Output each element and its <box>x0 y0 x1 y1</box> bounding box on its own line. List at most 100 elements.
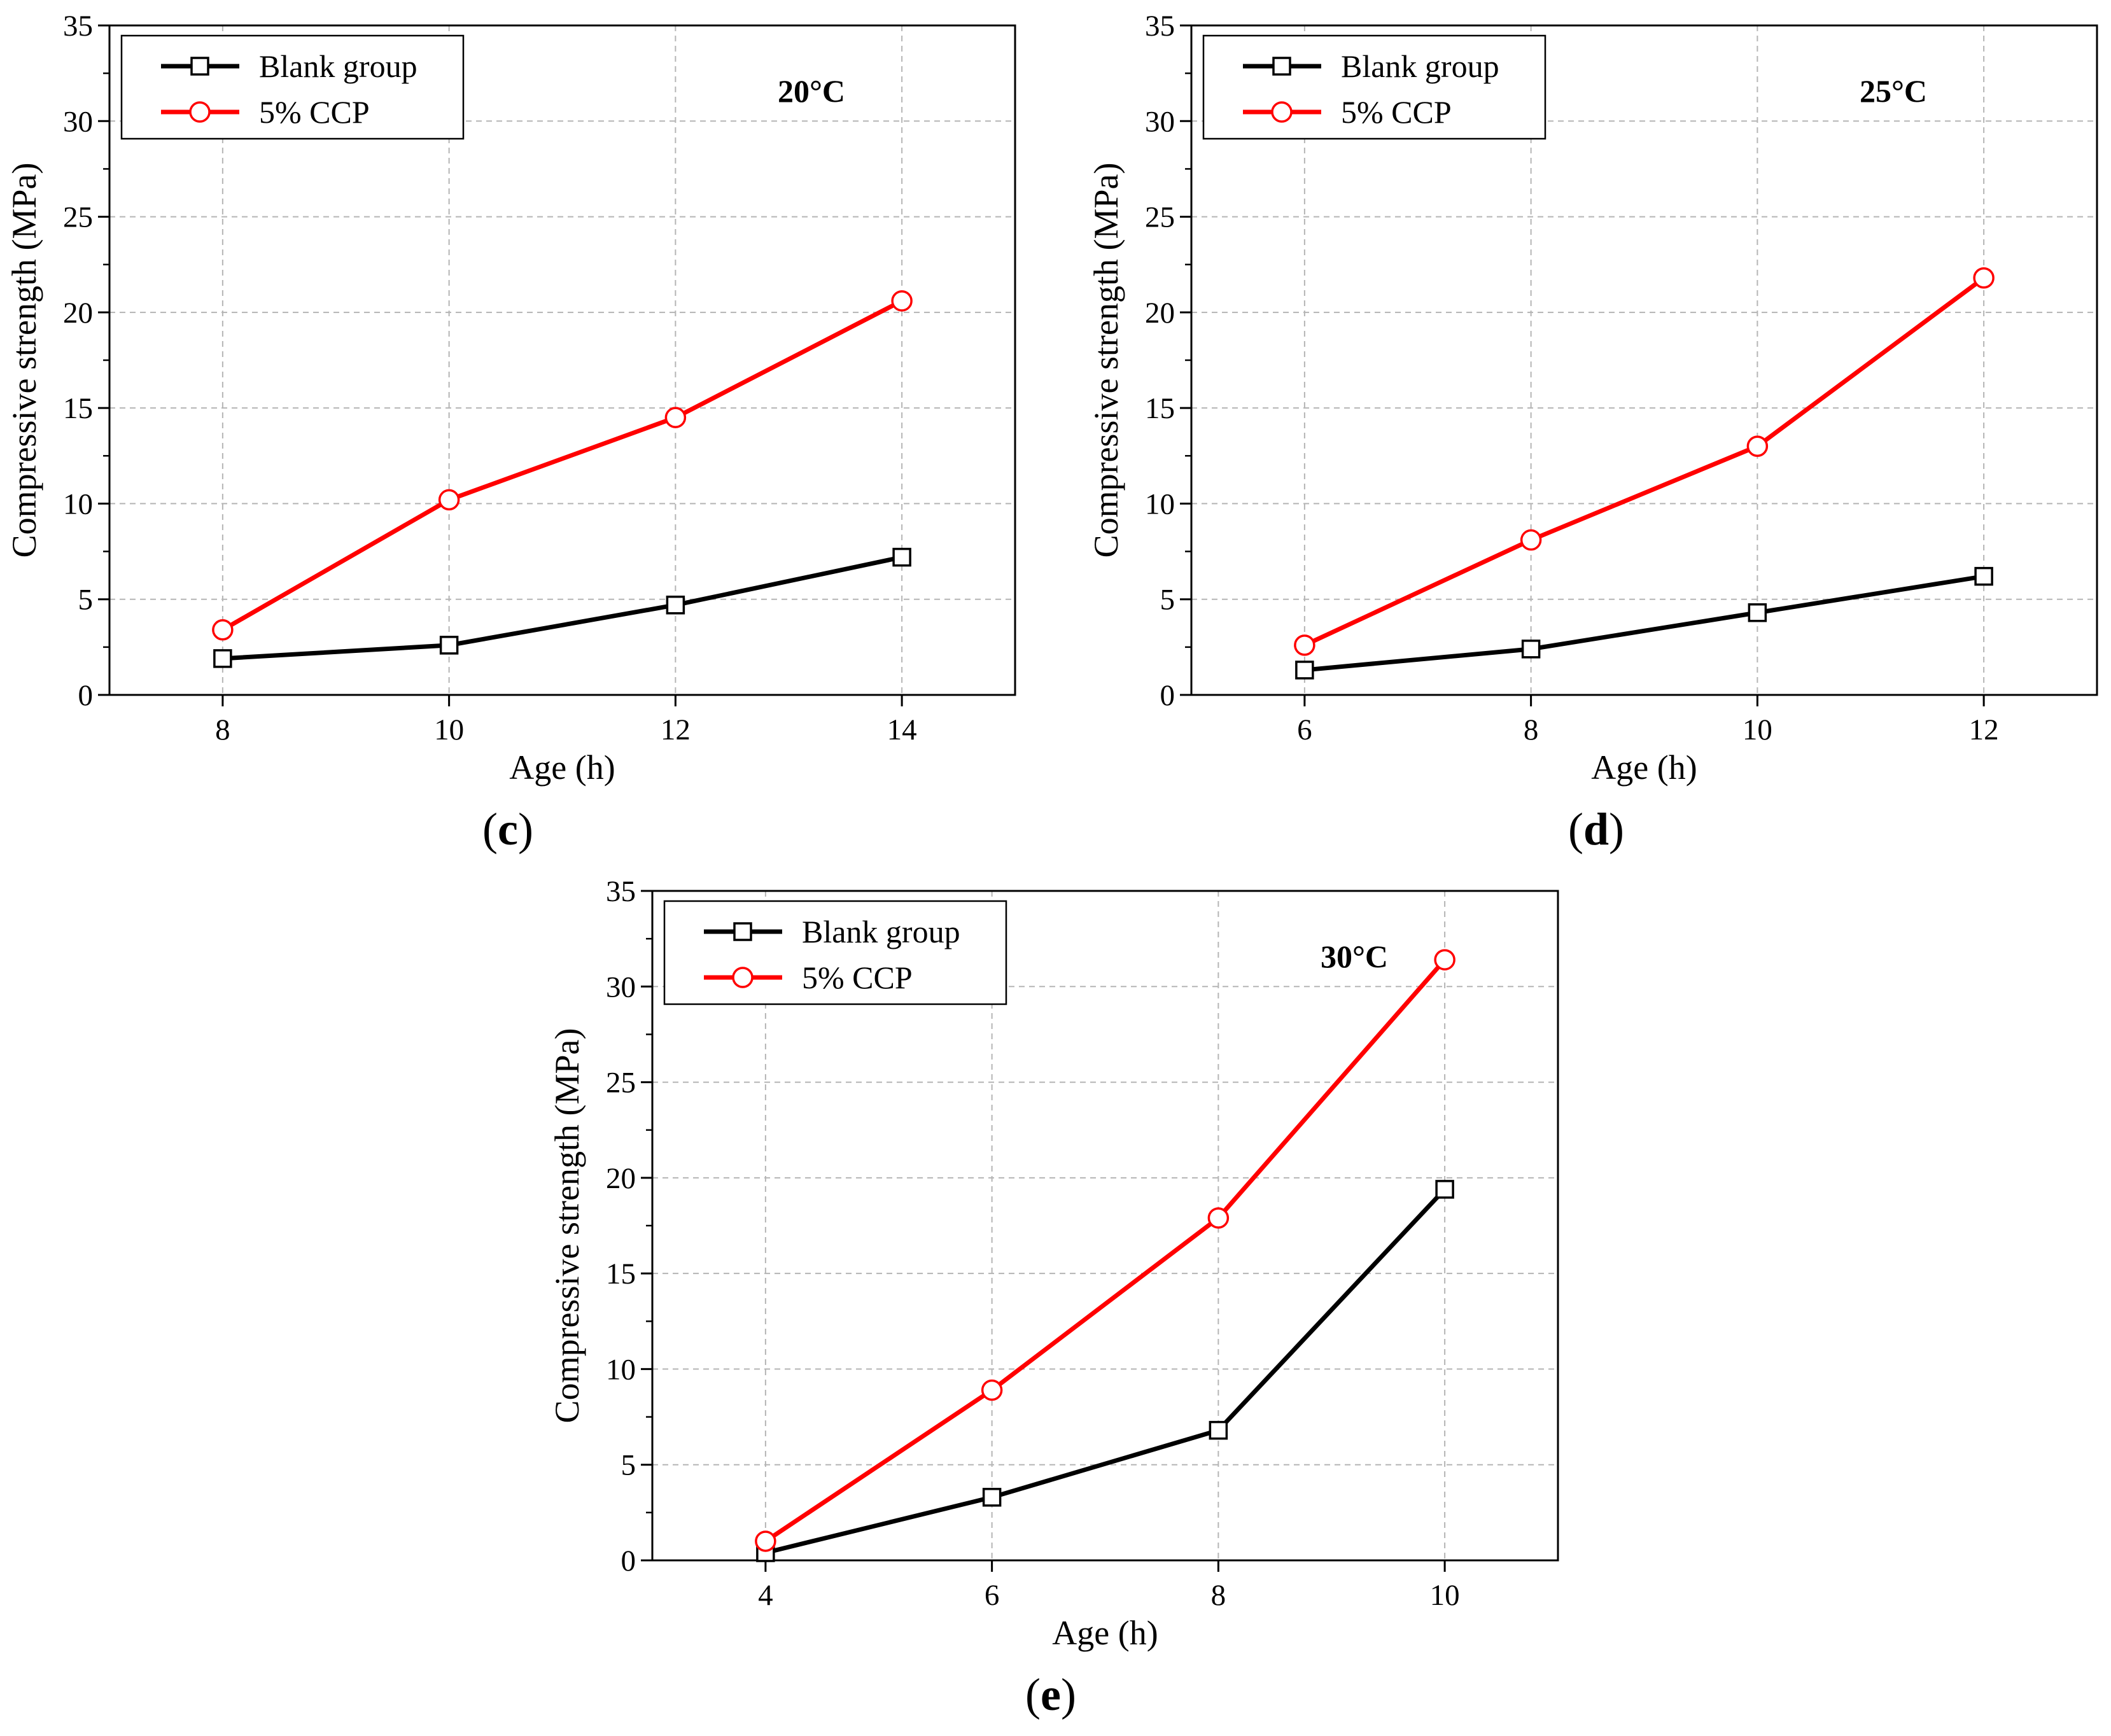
x-tick-label: 8 <box>1524 713 1539 746</box>
x-tick-label: 12 <box>1969 713 1999 746</box>
x-tick-label: 6 <box>1297 713 1312 746</box>
series-line <box>222 555 902 661</box>
panel-label-e: (e) <box>1025 1669 1076 1720</box>
x-axis-title-d: Age (h) <box>1591 748 1697 787</box>
chart-panel-d: 0 5 10 15 20 25 30 35 6 8 10 12 Age (h) Compressive s… <box>1082 0 2111 855</box>
data-point-square <box>1295 661 1314 680</box>
chart-e-svg: 0 5 10 15 20 25 30 35 4 6 8 10 Age (h) Compressive st… <box>548 875 1559 1652</box>
legend-d: Blank group 5% CCP <box>1202 34 1546 140</box>
y-tick-label: 10 <box>1145 487 1175 521</box>
y-tick-label: 15 <box>1145 392 1175 425</box>
legend-marker-square <box>1272 57 1291 76</box>
legend-box <box>1202 34 1546 140</box>
legend-marker-square <box>190 57 209 76</box>
data-point-circle <box>755 1530 776 1552</box>
y-tick-label: 10 <box>63 487 93 521</box>
legend-e: Blank group 5% CCP <box>663 900 1007 1005</box>
temperature-label-c: 20°C <box>778 73 845 109</box>
grid-d <box>1191 25 2097 695</box>
legend-label: 5% CCP <box>1341 94 1452 130</box>
y-tick-label: 0 <box>621 1544 636 1578</box>
data-point-square <box>892 547 911 567</box>
data-point-square <box>213 649 232 668</box>
grid-c <box>109 25 1015 695</box>
y-tick-label: 5 <box>1160 584 1175 617</box>
data-point-square <box>1974 566 1993 586</box>
y-tick-label: 15 <box>63 392 93 425</box>
y-tick-label: 30 <box>63 105 93 138</box>
y-tick-label: 0 <box>1160 679 1175 712</box>
y-tick-label: 25 <box>63 201 93 234</box>
x-tick-label: 10 <box>434 713 464 746</box>
legend-box <box>120 34 465 140</box>
y-tick-label: 35 <box>1145 10 1175 43</box>
data-point-circle <box>1434 949 1455 970</box>
legend-label: Blank group <box>1341 48 1499 84</box>
x-tick-label: 6 <box>985 1579 1000 1612</box>
y-tick-label: 15 <box>606 1257 636 1291</box>
data-point-circle <box>438 489 460 511</box>
x-tick-label: 8 <box>215 713 230 746</box>
x-tick-label: 10 <box>1743 713 1772 746</box>
legend-c: Blank group 5% CCP <box>120 34 465 140</box>
legend-marker-circle <box>732 967 754 988</box>
data-point-square <box>1748 603 1767 622</box>
x-tick-label: 8 <box>1211 1579 1226 1612</box>
temperature-label-e: 30°C <box>1321 939 1388 974</box>
y-tick-label: 5 <box>621 1449 636 1482</box>
y-tick-label: 5 <box>78 584 94 617</box>
x-tick-label: 4 <box>758 1579 773 1612</box>
data-point-circle <box>212 619 234 641</box>
x-axis-title-e: Age (h) <box>1052 1614 1158 1652</box>
chart-d-svg: 0 5 10 15 20 25 30 35 6 8 10 12 Age (h) Compressive s… <box>1087 10 2098 787</box>
series-c-0 <box>213 547 911 668</box>
series-line <box>1303 276 1986 648</box>
data-point-square <box>1521 640 1541 659</box>
legend-marker-circle <box>1271 101 1293 123</box>
data-point-circle <box>1973 267 1995 289</box>
series-line <box>1304 574 1984 673</box>
data-point-square <box>982 1488 1002 1507</box>
legend-label: 5% CCP <box>259 94 370 130</box>
x-axis-title-c: Age (h) <box>509 748 615 787</box>
legend-marker-square <box>733 922 752 941</box>
data-point-circle <box>1294 634 1315 656</box>
y-tick-label: 25 <box>1145 201 1175 234</box>
data-point-circle <box>664 407 687 428</box>
y-tick-label: 20 <box>63 297 93 330</box>
y-tick-label: 10 <box>606 1353 636 1386</box>
y-tick-label: 25 <box>606 1067 636 1100</box>
x-tick-label: 14 <box>887 713 917 746</box>
series-e-1 <box>755 949 1455 1552</box>
legend-label: 5% CCP <box>802 960 913 995</box>
data-point-square <box>1435 1180 1454 1199</box>
legend-label: Blank group <box>259 48 417 84</box>
panel-label-d: (d) <box>1568 804 1625 855</box>
data-point-circle <box>1746 435 1769 458</box>
x-tick-label: 10 <box>1430 1579 1460 1612</box>
data-point-circle <box>981 1379 1003 1401</box>
y-tick-label: 35 <box>63 10 93 43</box>
y-tick-label: 30 <box>1145 105 1175 138</box>
panel-label-c: (c) <box>482 804 533 855</box>
series-line <box>765 1187 1447 1555</box>
y-tick-label: 30 <box>606 970 636 1004</box>
y-axis-title-e: Compressive strength (MPa) <box>548 1028 586 1424</box>
data-point-square <box>439 636 459 655</box>
y-tick-label: 20 <box>1145 297 1175 330</box>
legend-label: Blank group <box>802 914 960 949</box>
chart-panel-e: 0 5 10 15 20 25 30 35 4 6 8 10 Age (h) Compressive st… <box>543 865 1574 1720</box>
chart-c-svg: 0 5 10 15 20 25 30 35 8 10 12 14 Age (h) Compressive … <box>5 10 1016 787</box>
series-d-1 <box>1294 267 1995 656</box>
y-axis-title-c: Compressive strength (MPa) <box>5 163 43 558</box>
y-tick-label: 20 <box>606 1162 636 1195</box>
series-line <box>221 298 903 632</box>
series-e-0 <box>756 1180 1454 1562</box>
chart-panel-c: 0 5 10 15 20 25 30 35 8 10 12 14 Age (h) Compressive … <box>0 0 1031 855</box>
data-point-circle <box>1520 529 1542 551</box>
y-axis-title-d: Compressive strength (MPa) <box>1087 163 1125 558</box>
series-d-0 <box>1295 566 1993 680</box>
series-line <box>764 958 1447 1543</box>
series-c-1 <box>212 290 913 641</box>
y-tick-label: 35 <box>606 875 636 908</box>
